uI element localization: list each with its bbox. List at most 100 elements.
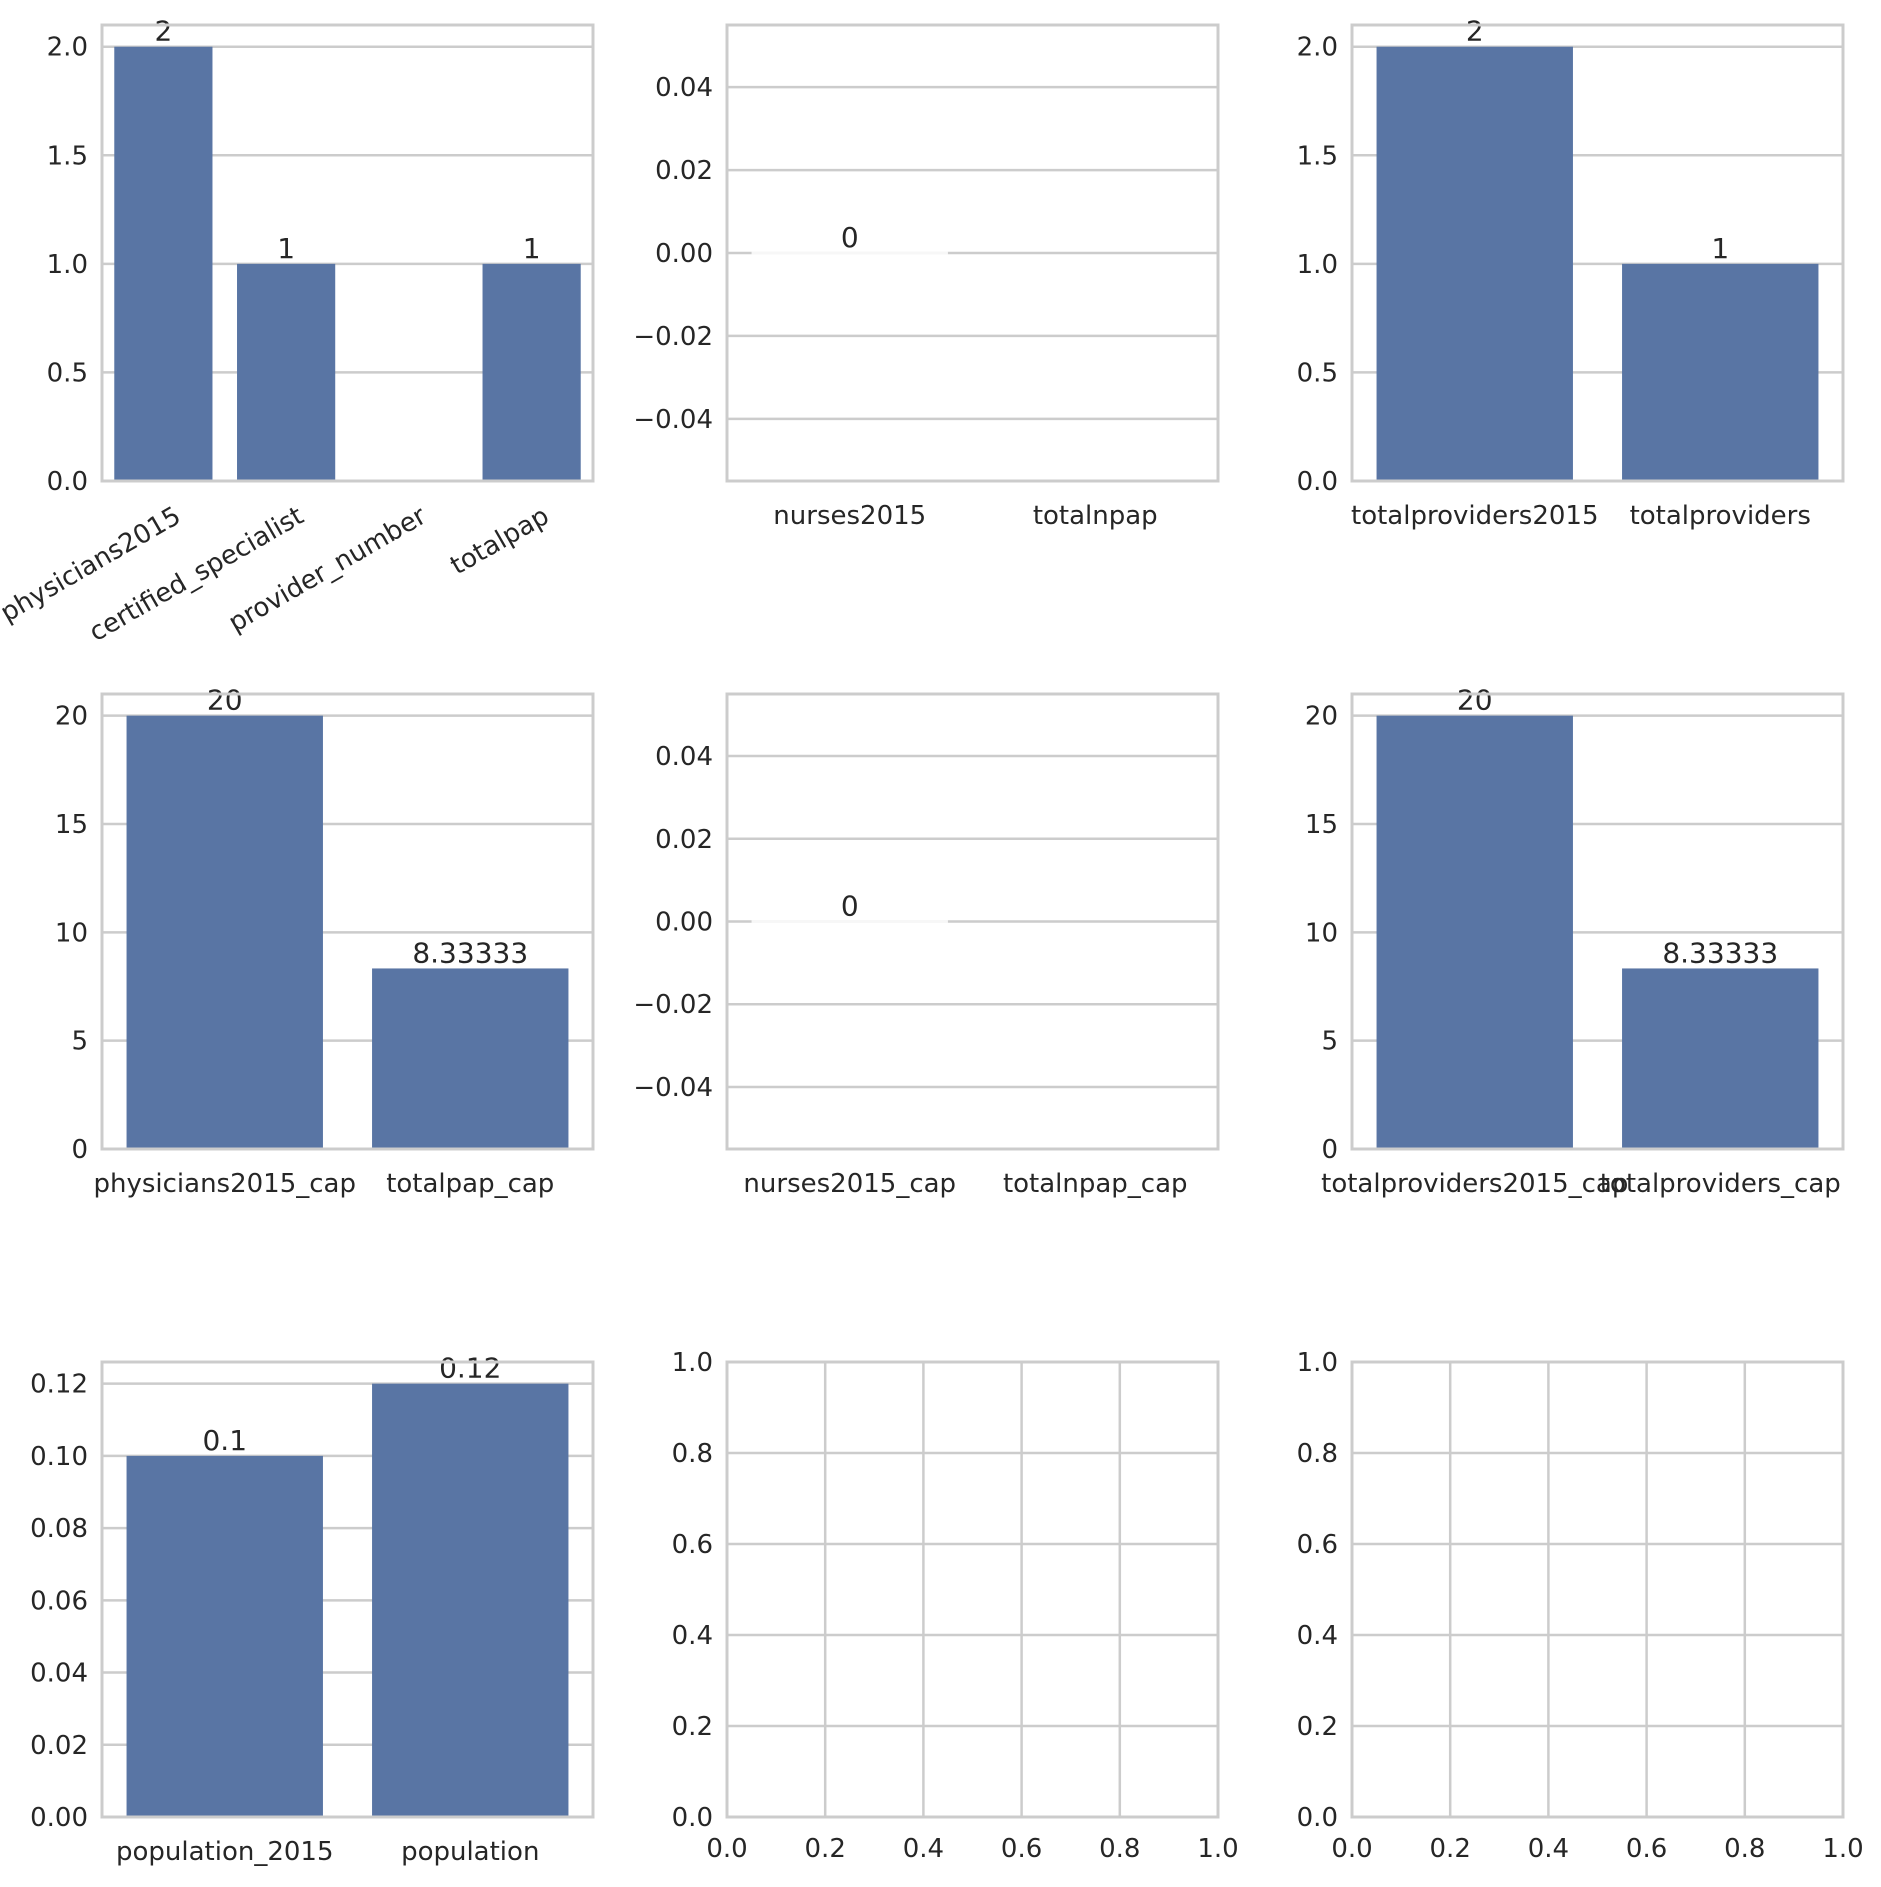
y-tick-label: 0.0 — [672, 1803, 713, 1833]
y-tick-label: 0.04 — [655, 73, 713, 103]
y-tick-label: 1.0 — [1297, 250, 1338, 280]
data-label: 0 — [841, 890, 859, 923]
x-tick-label: totalnpap — [1033, 501, 1158, 531]
x-tick-label: 0.6 — [1626, 1834, 1667, 1864]
data-label: 0.12 — [439, 1352, 501, 1385]
subplot-6: 0 5 10 15 20 20 totalproviders2015_cap 8.33333 t… — [1305, 684, 1845, 1199]
axes-frame — [100, 23, 595, 483]
y-tick-label: 0.00 — [30, 1803, 88, 1833]
y-tick-label: 0.6 — [672, 1530, 713, 1560]
y-tick-label: 0.06 — [30, 1586, 88, 1616]
subplot-1: 0.00.51.01.52.0 2physicians20151certified… — [0, 15, 595, 648]
y-tick-label: −0.04 — [633, 405, 713, 435]
axes-frame — [725, 1360, 1220, 1819]
y-tick-label: 1.0 — [1297, 1348, 1338, 1378]
x-tick-label: totalproviders2015_cap — [1321, 1169, 1628, 1199]
axes-frame — [725, 23, 1220, 483]
y-tick-label: 0.10 — [30, 1442, 88, 1472]
subplot-4: 0 5 10 15 20 20 physicians2015_cap 8.33333 total… — [55, 684, 595, 1199]
x-tick-label: totalpap — [445, 501, 554, 581]
data-label: 2 — [154, 15, 172, 48]
data-label: 0.1 — [202, 1424, 247, 1457]
data-label: 2 — [1466, 15, 1484, 48]
y-tick-label: 0.02 — [655, 156, 713, 186]
y-tick-label: 2.0 — [1297, 33, 1338, 63]
y-tick-label: 0.08 — [30, 1514, 88, 1544]
y-tick-label: 0.12 — [30, 1370, 88, 1400]
y-tick-label: 0.2 — [1297, 1712, 1338, 1742]
data-label: 1 — [277, 232, 295, 265]
subplot-2: −0.04 −0.02 0.00 0.02 0.04 0 nurses2015 totalnp… — [633, 23, 1220, 531]
y-tick-label: 1.5 — [1297, 141, 1338, 171]
x-tick-label: 0.8 — [1099, 1834, 1140, 1864]
y-tick-label: 0.5 — [47, 358, 88, 388]
y-tick-label: 0.00 — [655, 908, 713, 938]
x-tick-label: 0.4 — [903, 1834, 944, 1864]
y-tick-label: 5 — [71, 1027, 88, 1057]
y-tick-label: 10 — [55, 918, 88, 948]
x-tick-label: totalproviders — [1630, 501, 1811, 531]
y-tick-label: 0.0 — [47, 467, 88, 497]
y-tick-label: 0.4 — [672, 1621, 713, 1651]
x-tick-label: 0.6 — [1001, 1834, 1042, 1864]
x-tick-label: population — [401, 1837, 539, 1867]
x-tick-label: nurses2015 — [773, 501, 926, 531]
data-label: 20 — [207, 684, 243, 717]
subplot-9: 0.0 0.2 0.4 0.6 0.8 1.0 0.0 0.2 0.4 0.6 0.8 1.0 — [1297, 1348, 1864, 1864]
axes-frame — [725, 692, 1220, 1151]
y-tick-label: 15 — [55, 810, 88, 840]
y-tick-label: 10 — [1305, 918, 1338, 948]
y-tick-label: 0.2 — [672, 1712, 713, 1742]
subplot-8: 0.0 0.2 0.4 0.6 0.8 1.0 0.0 0.2 0.4 0.6 0.8 1.0 — [672, 1348, 1239, 1864]
y-tick-label: 15 — [1305, 810, 1338, 840]
axes-frame — [100, 692, 595, 1151]
axes-frame — [1350, 1360, 1845, 1819]
y-tick-label: 0.02 — [655, 825, 713, 855]
y-tick-label: 0.0 — [1297, 1803, 1338, 1833]
bar-totalproviders — [1622, 263, 1819, 481]
bar-totalproviders2015_cap — [1376, 715, 1573, 1149]
x-tick-label: population_2015 — [116, 1837, 334, 1867]
data-label: 20 — [1457, 684, 1493, 717]
x-tick-label: 0.0 — [706, 1834, 747, 1864]
bar-totalproviders_cap — [1622, 968, 1819, 1149]
data-label: 1 — [1711, 232, 1729, 265]
x-tick-label: 0.0 — [1331, 1834, 1372, 1864]
bar-population_2015 — [126, 1455, 323, 1817]
bar-totalpap_cap — [372, 968, 569, 1149]
y-tick-label: 0.0 — [1297, 467, 1338, 497]
x-tick-label: physicians2015_cap — [93, 1169, 356, 1199]
y-tick-label: 0.8 — [1297, 1439, 1338, 1469]
y-tick-label: 20 — [55, 702, 88, 732]
bar-totalpap — [482, 263, 581, 481]
x-tick-label: nurses2015_cap — [743, 1169, 956, 1199]
axes-frame — [100, 1360, 595, 1819]
axes-frame — [1350, 692, 1845, 1151]
x-tick-label: totalproviders2015 — [1351, 501, 1599, 531]
x-tick-label: 0.2 — [805, 1834, 846, 1864]
y-tick-label: 0 — [1321, 1135, 1338, 1165]
data-label: 8.33333 — [412, 936, 528, 969]
bar-population — [372, 1383, 569, 1817]
y-tick-label: 0.00 — [655, 239, 713, 269]
y-tick-label: 20 — [1305, 702, 1338, 732]
x-tick-label: totalpap_cap — [386, 1169, 554, 1199]
bar-certified_specialist — [237, 263, 336, 481]
y-tick-label: 2.0 — [47, 33, 88, 63]
x-tick-label: 0.8 — [1724, 1834, 1765, 1864]
y-tick-label: −0.02 — [633, 990, 713, 1020]
y-tick-label: 0.8 — [672, 1439, 713, 1469]
x-tick-label: 1.0 — [1197, 1834, 1238, 1864]
data-label: 0 — [841, 221, 859, 254]
y-tick-label: 0.5 — [1297, 358, 1338, 388]
bar-physicians2015 — [114, 46, 213, 481]
subplot-3: 0.0 0.5 1.0 1.5 2.0 2 totalproviders2015 1 total… — [1297, 15, 1845, 531]
data-label: 8.33333 — [1662, 936, 1778, 969]
subplot-5: −0.04 −0.02 0.00 0.02 0.04 0 nurses2015_cap tot… — [633, 692, 1220, 1199]
bar-totalproviders2015 — [1376, 46, 1573, 481]
y-tick-label: 0.04 — [30, 1659, 88, 1689]
x-tick-label: totalnpap_cap — [1003, 1169, 1188, 1199]
x-tick-label: 0.4 — [1528, 1834, 1569, 1864]
y-tick-label: 0.4 — [1297, 1621, 1338, 1651]
